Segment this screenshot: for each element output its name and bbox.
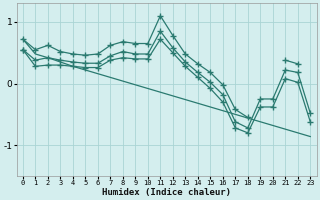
X-axis label: Humidex (Indice chaleur): Humidex (Indice chaleur)	[102, 188, 231, 197]
